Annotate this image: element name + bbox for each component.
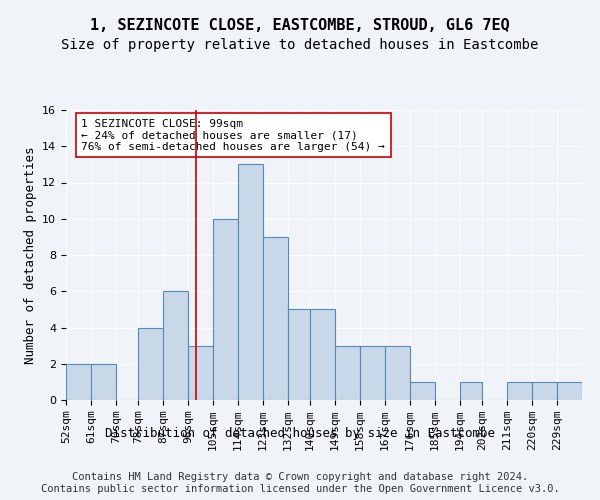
- Bar: [385, 346, 410, 400]
- Bar: [263, 237, 288, 400]
- Bar: [288, 310, 310, 400]
- Bar: [163, 291, 188, 400]
- Y-axis label: Number of detached properties: Number of detached properties: [23, 146, 37, 364]
- Text: Distribution of detached houses by size in Eastcombe: Distribution of detached houses by size …: [105, 428, 495, 440]
- Bar: [360, 346, 385, 400]
- Text: Size of property relative to detached houses in Eastcombe: Size of property relative to detached ho…: [61, 38, 539, 52]
- Bar: [507, 382, 532, 400]
- Bar: [335, 346, 360, 400]
- Text: 1, SEZINCOTE CLOSE, EASTCOMBE, STROUD, GL6 7EQ: 1, SEZINCOTE CLOSE, EASTCOMBE, STROUD, G…: [90, 18, 510, 32]
- Bar: [66, 364, 91, 400]
- Bar: [410, 382, 435, 400]
- Text: 1 SEZINCOTE CLOSE: 99sqm
← 24% of detached houses are smaller (17)
76% of semi-d: 1 SEZINCOTE CLOSE: 99sqm ← 24% of detach…: [82, 118, 385, 152]
- Bar: [91, 364, 116, 400]
- Bar: [557, 382, 582, 400]
- Bar: [310, 310, 335, 400]
- Text: Contains HM Land Registry data © Crown copyright and database right 2024.
Contai: Contains HM Land Registry data © Crown c…: [41, 472, 559, 494]
- Bar: [460, 382, 482, 400]
- Bar: [532, 382, 557, 400]
- Bar: [188, 346, 213, 400]
- Bar: [138, 328, 163, 400]
- Bar: [213, 219, 238, 400]
- Bar: [238, 164, 263, 400]
